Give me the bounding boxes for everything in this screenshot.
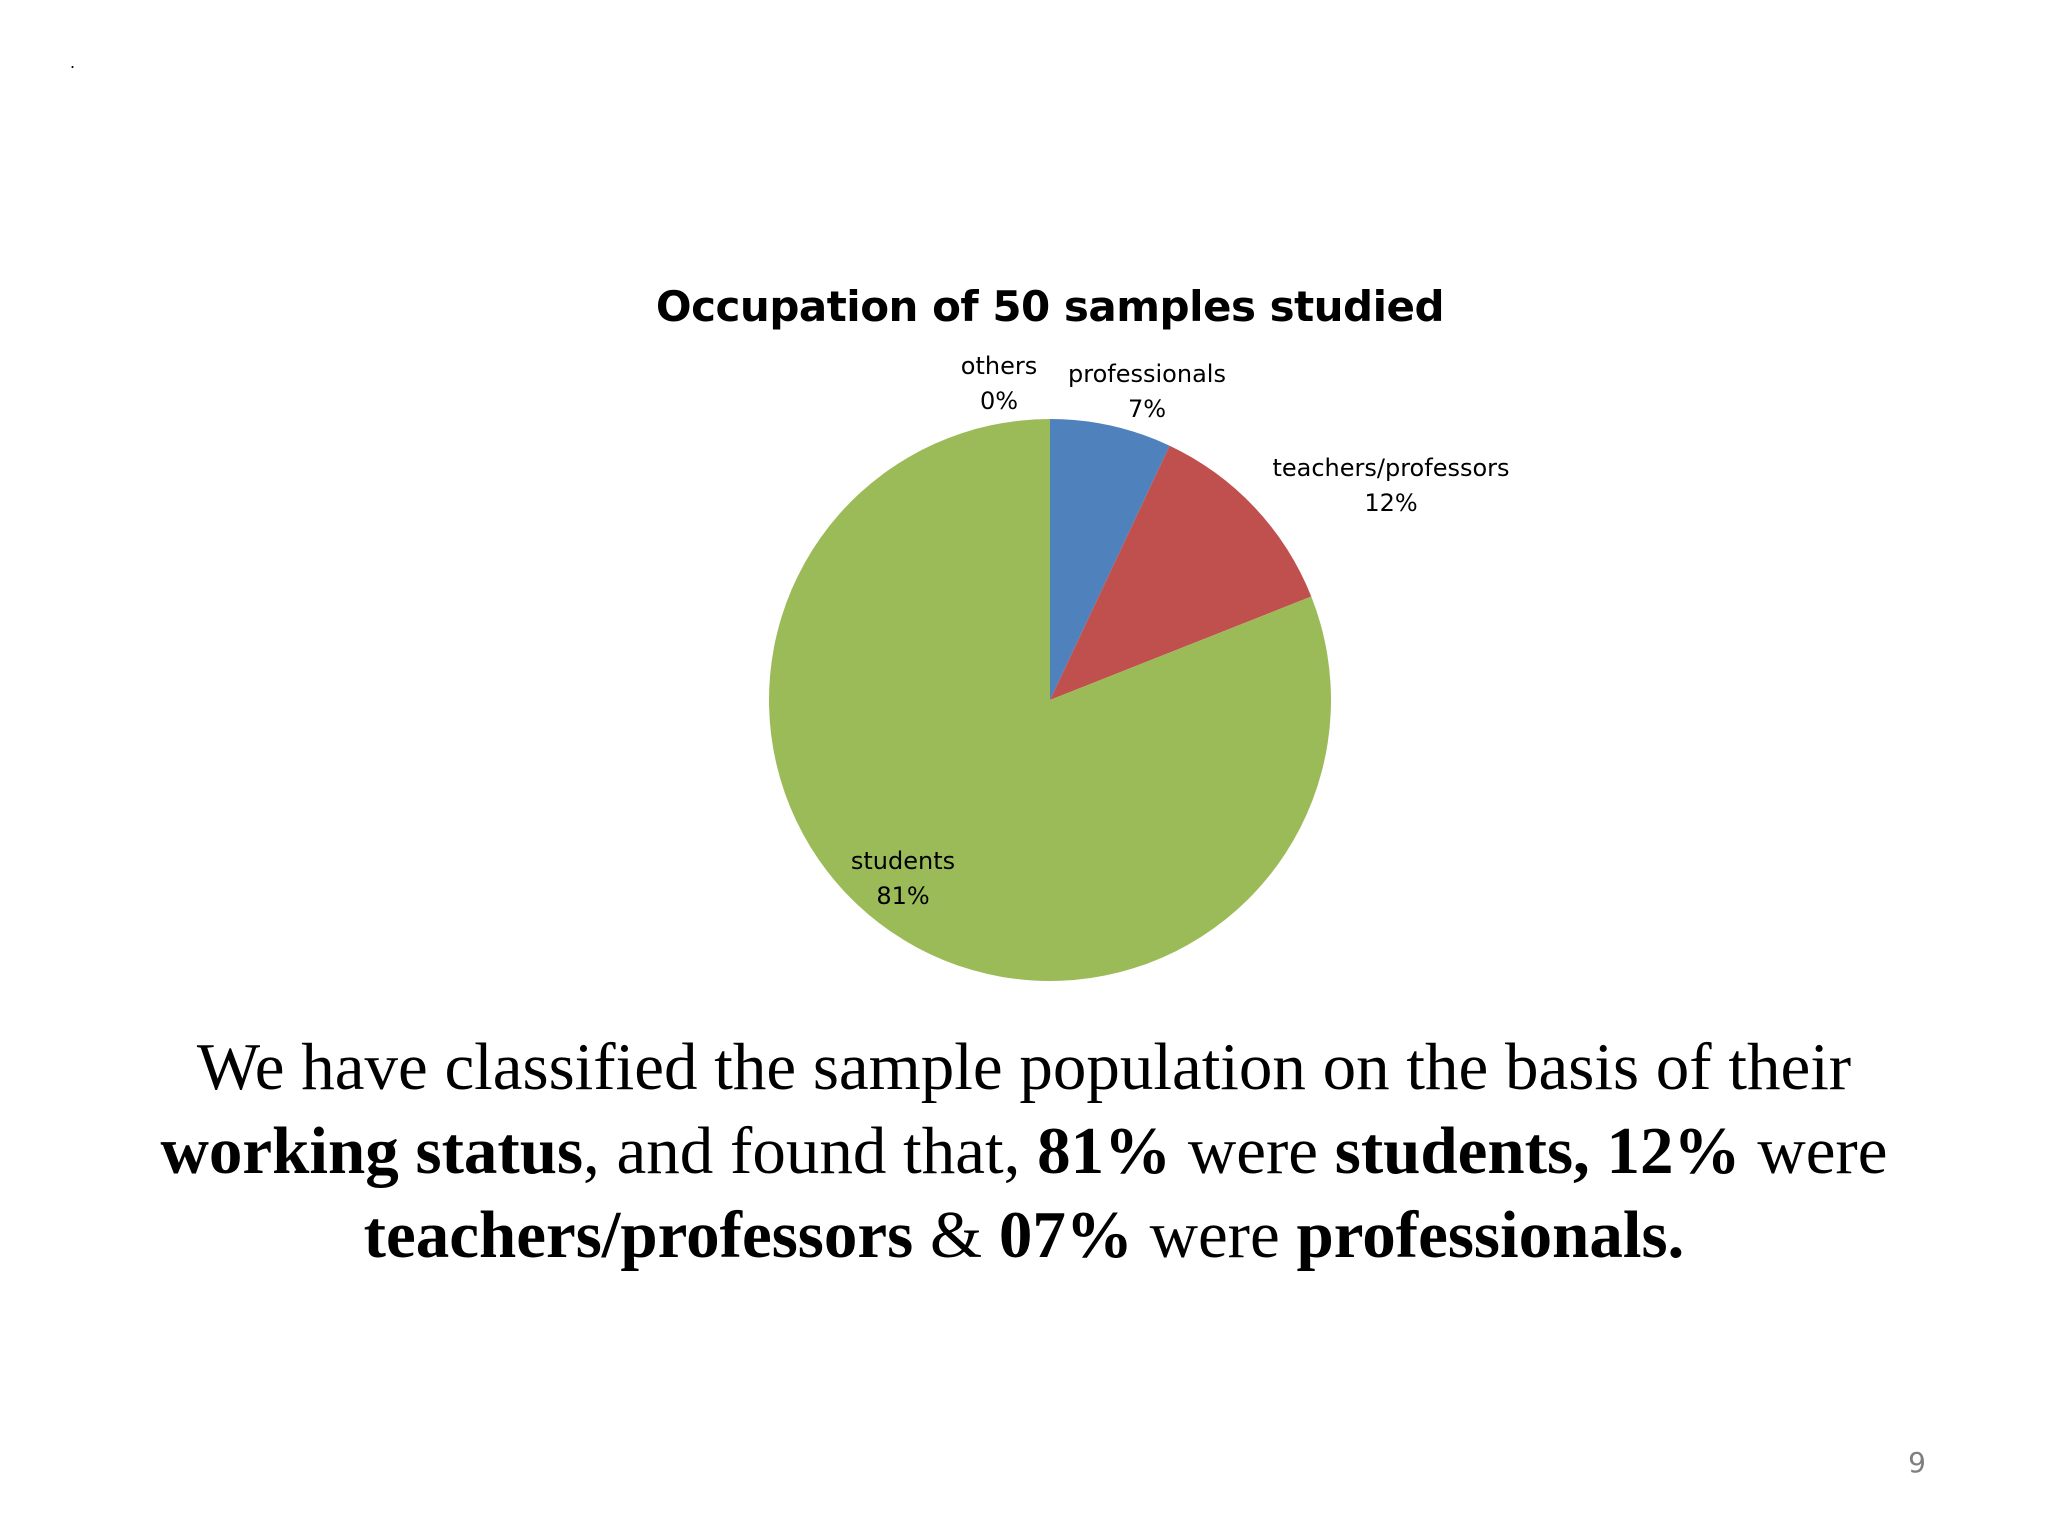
summary-text: & [913, 1198, 999, 1272]
summary-professionals: professionals. [1296, 1198, 1685, 1272]
corner-mark: . [70, 52, 76, 72]
slice-value-students: 81% [876, 882, 929, 910]
summary-teachers-professors: teachers/professors [363, 1198, 914, 1272]
slice-label-students: students [851, 847, 955, 875]
pie-slice-teachers-professors [1050, 445, 1312, 700]
slice-label-teachers-professors: teachers/professors [1272, 454, 1509, 482]
slice-value-professionals: 7% [1128, 395, 1166, 423]
slice-value-teachers-professors: 12% [1364, 489, 1417, 517]
summary-working-status: working status [160, 1114, 584, 1188]
summary-text: were [1132, 1198, 1297, 1272]
pie-slice-professionals [1050, 419, 1170, 700]
summary-students-teachers: students, 12% [1334, 1114, 1741, 1188]
summary-line-1: We have classified the sample population… [196, 1030, 1852, 1104]
slice-value-others: 0% [980, 387, 1018, 415]
summary-students-percent: 81% [1037, 1114, 1172, 1188]
summary-text: , and found that, [583, 1114, 1038, 1188]
summary-text: were [1171, 1114, 1335, 1188]
pie-slice-students [769, 419, 1331, 981]
chart-title: Occupation of 50 samples studied [655, 282, 1445, 331]
summary-professionals-percent: 07% [998, 1198, 1133, 1272]
summary-text: were [1740, 1114, 1888, 1188]
slice-label-others: others [961, 352, 1037, 380]
slice-label-professionals: professionals [1068, 360, 1226, 388]
summary-paragraph: We have classified the sample population… [100, 1025, 1948, 1277]
page-number: 9 [1908, 1446, 1926, 1479]
